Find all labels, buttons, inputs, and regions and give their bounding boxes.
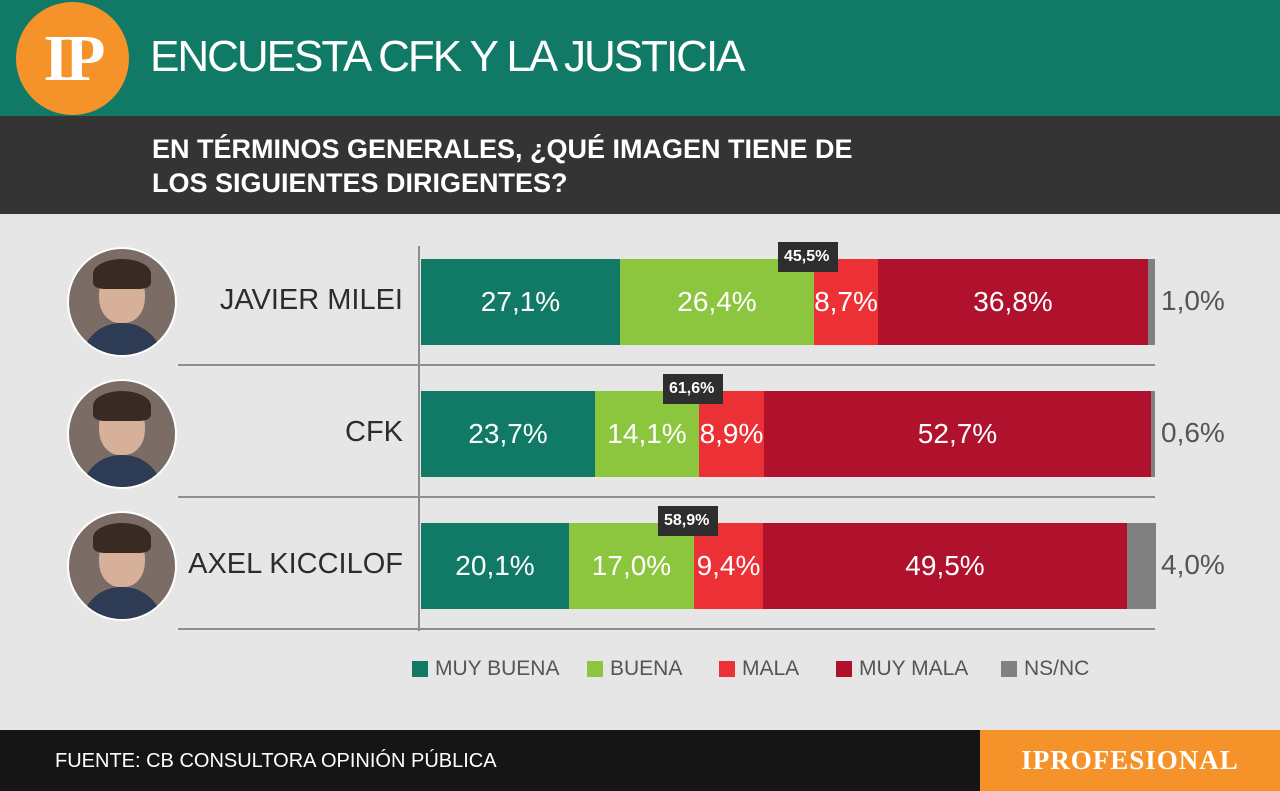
page-title: ENCUESTA CFK Y LA JUSTICIA <box>150 32 746 81</box>
row-divider <box>178 496 1155 498</box>
nsnc-value-label: 1,0% <box>1161 285 1225 316</box>
bar-segment-buena: 26,4% <box>620 259 814 345</box>
header-bar: IP ENCUESTA CFK Y LA JUSTICIA <box>0 0 1280 116</box>
negative-total-badge: 45,5% <box>778 242 836 272</box>
avatar-body <box>81 455 163 487</box>
chart-axis-line <box>418 246 420 631</box>
category-label: JAVIER MILEI <box>219 284 403 316</box>
legend-item-ns-nc: NS/NC <box>1001 655 1089 683</box>
legend-item-muy-buena: MUY BUENA <box>412 655 559 683</box>
avatar-body <box>81 323 163 355</box>
brand-logo-text: IPROFESIONAL <box>1021 745 1239 775</box>
bar-segment-mala: 8,9% <box>699 391 764 477</box>
avatar-hair <box>93 259 151 289</box>
axel-kiccilof-avatar-icon <box>67 511 177 621</box>
avatar-hair <box>93 391 151 421</box>
legend-swatch <box>1001 661 1017 677</box>
stacked-bar-chart: JAVIER MILEI27,1%26,4%8,7%36,8%1,0%53,5%… <box>0 214 1280 730</box>
question-line-1: EN TÉRMINOS GENERALES, ¿QUÉ IMAGEN TIENE… <box>152 134 853 164</box>
bar-segment-mala: 8,7% <box>814 259 878 345</box>
legend-label: MUY BUENA <box>435 657 560 680</box>
bar-segment-ns-nc <box>1151 391 1155 477</box>
source-text: FUENTE: CB CONSULTORA OPINIÓN PÚBLICA <box>55 750 497 772</box>
negative-total-badge: 61,6% <box>663 374 721 404</box>
cfk-avatar-icon <box>67 379 177 489</box>
bar-segment-muy-mala: 36,8% <box>878 259 1148 345</box>
legend-label: BUENA <box>610 657 683 680</box>
footer-bar: FUENTE: CB CONSULTORA OPINIÓN PÚBLICA IP… <box>0 730 1280 791</box>
bar-segment-muy-buena: 23,7% <box>421 391 595 477</box>
legend-swatch <box>836 661 852 677</box>
legend-swatch <box>412 661 428 677</box>
category-label: CFK <box>345 416 403 448</box>
brand-box: IPROFESIONAL <box>980 730 1280 791</box>
nsnc-value-label: 4,0% <box>1161 549 1225 580</box>
question-band: EN TÉRMINOS GENERALES, ¿QUÉ IMAGEN TIENE… <box>0 116 1280 214</box>
legend-swatch <box>587 661 603 677</box>
row-divider <box>178 628 1155 630</box>
legend-swatch <box>719 661 735 677</box>
javier-milei-avatar-icon <box>67 247 177 357</box>
bar-segment-mala: 9,4% <box>694 523 763 609</box>
bar-segment-muy-buena: 27,1% <box>421 259 620 345</box>
legend-item-mala: MALA <box>719 655 799 683</box>
question-line-2: LOS SIGUIENTES DIRIGENTES? <box>152 168 568 198</box>
legend-item-muy-mala: MUY MALA <box>836 655 968 683</box>
row-divider <box>178 364 1155 366</box>
iprofesional-logo: IP <box>16 2 129 115</box>
logo-text: IP <box>43 22 106 95</box>
bar-segment-muy-mala: 52,7% <box>764 391 1151 477</box>
legend-label: MUY MALA <box>859 657 969 680</box>
legend-label: MALA <box>742 657 800 680</box>
nsnc-value-label: 0,6% <box>1161 417 1225 448</box>
category-label: AXEL KICCILOF <box>188 548 403 580</box>
bar-segment-ns-nc <box>1148 259 1155 345</box>
avatar-hair <box>93 523 151 553</box>
bar-segment-muy-buena: 20,1% <box>421 523 569 609</box>
bar-segment-muy-mala: 49,5% <box>763 523 1127 609</box>
legend-label: NS/NC <box>1024 657 1090 680</box>
legend-item-buena: BUENA <box>587 655 682 683</box>
bar-segment-buena: 14,1% <box>595 391 699 477</box>
bar-segment-ns-nc <box>1127 523 1156 609</box>
bar-segment-buena: 17,0% <box>569 523 694 609</box>
avatar-body <box>81 587 163 619</box>
negative-total-badge: 58,9% <box>658 506 716 536</box>
